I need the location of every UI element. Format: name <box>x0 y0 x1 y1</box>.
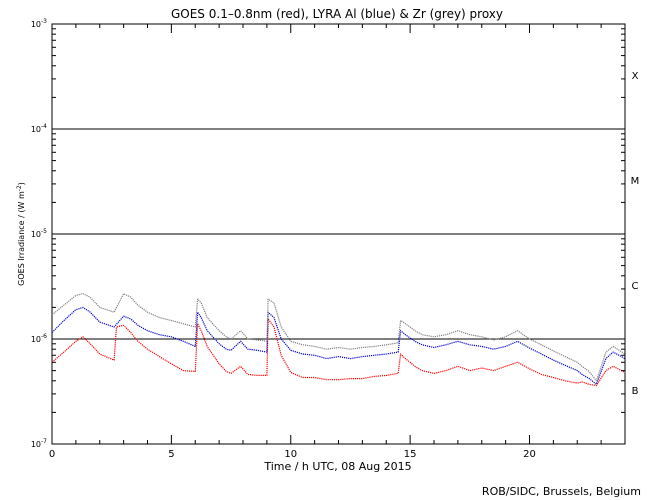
flare-class-label-c: C <box>632 281 639 292</box>
y-tick-label-3: 10-4 <box>31 123 47 134</box>
x-tick-label-1: 5 <box>168 449 174 460</box>
x-tick-label-2: 10 <box>284 449 297 460</box>
y-axis-label-exponent: -2 <box>16 185 23 191</box>
credit-label: ROB/SIDC, Brussels, Belgium <box>482 485 641 498</box>
y-axis-label-main: GOES Irradiance / (W m <box>17 191 26 286</box>
flare-class-label-b: B <box>632 386 639 397</box>
series-line-2 <box>51 293 626 382</box>
chart-title: GOES 0.1–0.8nm (red), LYRA Al (blue) & Z… <box>171 7 503 21</box>
x-axis-ticks: 0 5 10 15 20 <box>49 24 626 460</box>
flare-level-lines <box>52 128 625 340</box>
data-series <box>51 293 626 387</box>
x-tick-label-0: 0 <box>49 449 55 460</box>
y-axis-ticks: 10-7 10-6 10-5 10-4 10-3 <box>31 18 625 449</box>
y-tick-label-1: 10-6 <box>31 333 47 344</box>
x-axis-label: Time / h UTC, 08 Aug 2015 <box>263 460 411 473</box>
x-tick-label-4: 20 <box>523 449 536 460</box>
flare-class-label-m: M <box>631 176 640 187</box>
y-axis-label: GOES Irradiance / (W m-2) <box>16 182 26 286</box>
y-tick-label-0: 10-7 <box>31 438 47 449</box>
x-tick-label-3: 15 <box>404 449 417 460</box>
y-tick-label-2: 10-5 <box>31 228 47 239</box>
flare-class-label-x: X <box>632 71 639 82</box>
series-line-0 <box>51 318 626 387</box>
y-axis-label-end: ) <box>17 182 26 185</box>
y-tick-label-4: 10-3 <box>31 18 47 29</box>
series-line-1 <box>51 306 626 385</box>
flare-class-labels: X M C B <box>631 71 640 397</box>
